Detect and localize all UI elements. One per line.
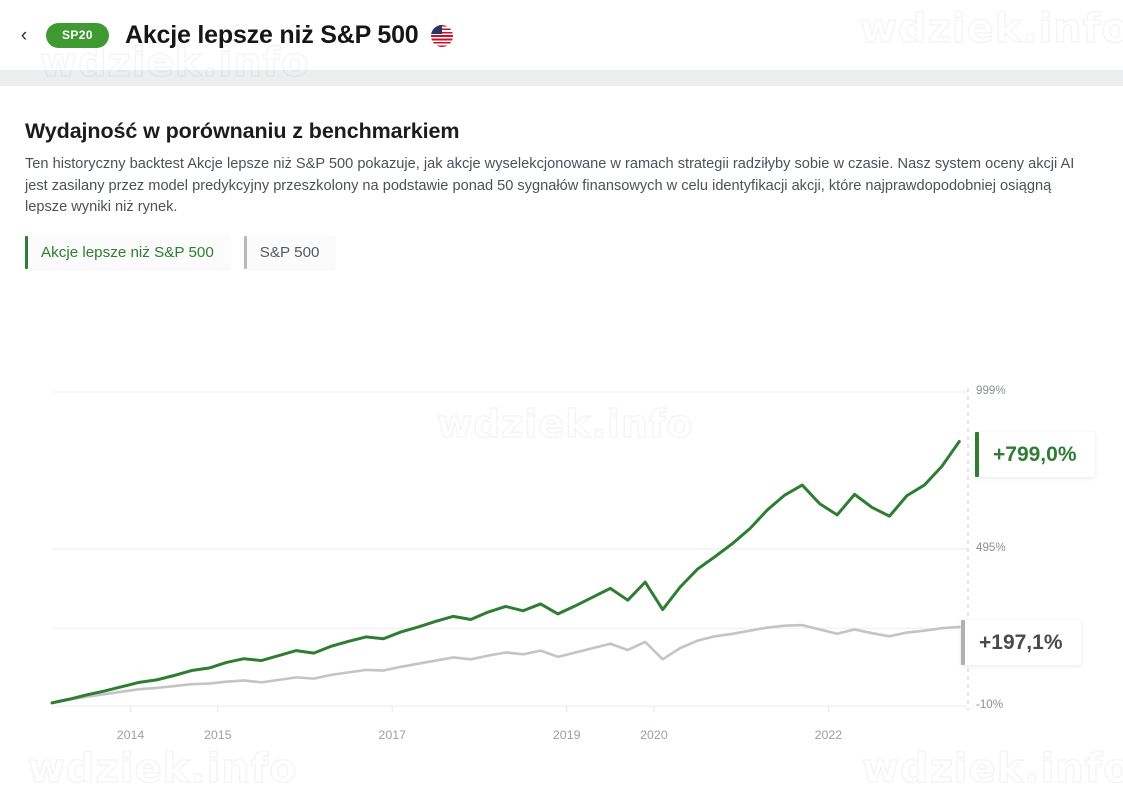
legend-label: Akcje lepsze niż S&P 500 bbox=[41, 243, 214, 261]
app-header: ‹ SP20 Akcje lepsze niż S&P 500 bbox=[0, 0, 1123, 70]
x-axis-tick: 2014 bbox=[116, 728, 145, 742]
x-axis-tick: 2022 bbox=[814, 728, 843, 742]
page-title-text: Akcje lepsze niż S&P 500 bbox=[124, 20, 419, 49]
x-axis-tick: 2015 bbox=[203, 728, 232, 742]
chart-legend: Akcje lepsze niż S&P 500 S&P 500 bbox=[25, 236, 336, 269]
strategy-badge[interactable]: SP20 bbox=[46, 22, 109, 48]
us-flag-icon bbox=[431, 24, 454, 47]
watermark: wdziek.info bbox=[861, 745, 1123, 792]
callout-benchmark-return: +197,1% bbox=[961, 619, 1081, 665]
callout-color-bar-green bbox=[975, 432, 979, 478]
chevron-left-icon: ‹ bbox=[20, 24, 28, 46]
x-axis-tick: 2017 bbox=[378, 728, 407, 742]
x-axis-tick: 2020 bbox=[640, 728, 668, 742]
y-axis-tick: 495% bbox=[976, 540, 1006, 554]
performance-chart[interactable]: wdziek.info 999% 495% -10% 2014 2015 201… bbox=[0, 286, 1123, 742]
legend-label: S&P 500 bbox=[259, 243, 320, 261]
callout-color-bar-grey bbox=[961, 619, 965, 665]
page-title: Akcje lepsze niż S&P 500 bbox=[125, 21, 454, 50]
callout-value: +197,1% bbox=[979, 630, 1063, 654]
y-axis-tick: -10% bbox=[976, 698, 1004, 711]
performance-card: Wydajność w porównaniu z benchmarkiem Te… bbox=[0, 86, 1123, 792]
legend-color-swatch-green bbox=[25, 236, 28, 269]
card-description: Ten historyczny backtest Akcje lepsze ni… bbox=[25, 156, 1075, 215]
x-axis-tick: 2019 bbox=[552, 728, 581, 742]
callout-strategy-return: +799,0% bbox=[975, 432, 1095, 478]
legend-item-strategy[interactable]: Akcje lepsze niż S&P 500 bbox=[25, 236, 230, 269]
callout-value: +799,0% bbox=[993, 443, 1077, 467]
watermark: wdziek.info bbox=[27, 745, 298, 792]
legend-color-swatch-grey bbox=[243, 236, 247, 269]
legend-item-benchmark[interactable]: S&P 500 bbox=[243, 236, 336, 269]
back-button[interactable]: ‹ bbox=[10, 21, 38, 49]
chart-canvas bbox=[50, 388, 969, 712]
header-divider bbox=[0, 70, 1123, 86]
card-title: Wydajność w porównaniu z benchmarkiem bbox=[25, 119, 460, 143]
y-axis-tick: 999% bbox=[976, 384, 1006, 397]
